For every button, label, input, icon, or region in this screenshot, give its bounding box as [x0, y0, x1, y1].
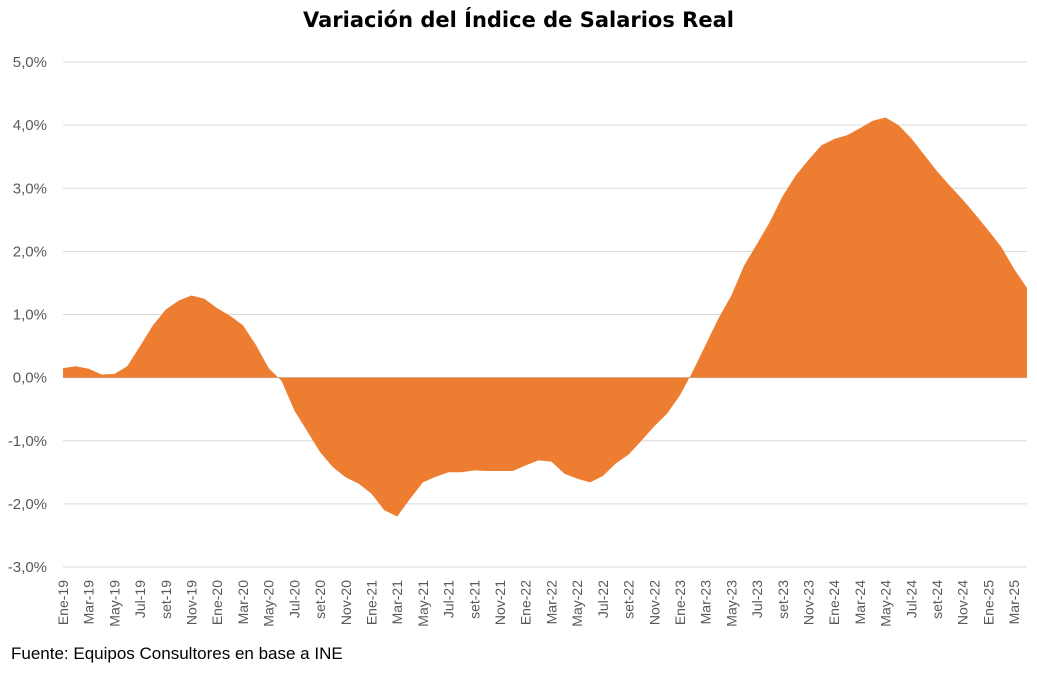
x-tick-label: Jul-23	[749, 580, 765, 618]
x-tick-label: May-22	[569, 580, 585, 627]
x-tick-label: Mar-23	[698, 580, 714, 625]
y-tick-label: 3,0%	[13, 180, 47, 197]
x-tick-label: Mar-20	[235, 580, 251, 625]
y-tick-label: 4,0%	[13, 117, 47, 134]
x-tick-label: Jul-22	[595, 580, 611, 618]
x-tick-label: Ene-24	[826, 580, 842, 625]
y-tick-label: -1,0%	[8, 433, 47, 450]
x-tick-label: Ene-23	[672, 580, 688, 625]
x-tick-label: Nov-22	[646, 580, 662, 625]
x-tick-label: Ene-19	[55, 580, 71, 625]
x-tick-label: Nov-20	[338, 580, 354, 625]
x-tick-label: set-22	[621, 580, 637, 619]
x-tick-label: Mar-25	[1006, 580, 1022, 625]
x-tick-label: Jul-20	[286, 580, 302, 618]
x-tick-label: set-21	[466, 580, 482, 619]
x-tick-label: Nov-23	[800, 580, 816, 625]
x-tick-label: May-24	[878, 580, 894, 627]
x-tick-label: May-19	[106, 580, 122, 627]
y-tick-label: 2,0%	[13, 243, 47, 260]
y-tick-label: 0,0%	[13, 370, 47, 387]
x-tick-label: Ene-21	[363, 580, 379, 625]
x-tick-label: Jul-19	[132, 580, 148, 618]
y-tick-label: 1,0%	[13, 307, 47, 324]
source-note: Fuente: Equipos Consultores en base a IN…	[11, 644, 343, 663]
x-tick-label: set-24	[929, 580, 945, 619]
x-tick-label: Ene-20	[209, 580, 225, 625]
x-axis-ticks: Ene-19 Mar-19 May-19 Jul-19 set-19 Nov-19 Ene-…	[55, 580, 1022, 627]
x-tick-label: Mar-19	[81, 580, 97, 625]
x-tick-label: May-23	[723, 580, 739, 627]
x-tick-label: Jul-24	[903, 580, 919, 618]
x-tick-label: Mar-24	[852, 580, 868, 625]
y-tick-label: -2,0%	[8, 496, 47, 513]
x-tick-label: Jul-21	[441, 580, 457, 618]
x-tick-label: set-20	[312, 580, 328, 619]
x-tick-label: Nov-24	[955, 580, 971, 625]
y-tick-label: -3,0%	[8, 559, 47, 576]
x-tick-label: Nov-19	[184, 580, 200, 625]
x-tick-label: Ene-22	[518, 580, 534, 625]
x-tick-label: Mar-21	[389, 580, 405, 625]
area-series	[63, 117, 1027, 517]
x-tick-label: Ene-25	[980, 580, 996, 625]
x-tick-label: May-20	[261, 580, 277, 627]
x-tick-label: Mar-22	[543, 580, 559, 625]
x-tick-label: May-21	[415, 580, 431, 627]
chart-title: Variación del Índice de Salarios Real	[303, 8, 734, 32]
y-axis-ticks: -3,0% -2,0% -1,0% 0,0% 1,0% 2,0% 3,0% 4,0% 5,0%	[8, 54, 47, 576]
x-tick-label: set-19	[158, 580, 174, 619]
y-tick-label: 5,0%	[13, 54, 47, 71]
x-tick-label: Nov-21	[492, 580, 508, 625]
area-fill	[63, 117, 1027, 517]
x-tick-label: set-23	[775, 580, 791, 619]
